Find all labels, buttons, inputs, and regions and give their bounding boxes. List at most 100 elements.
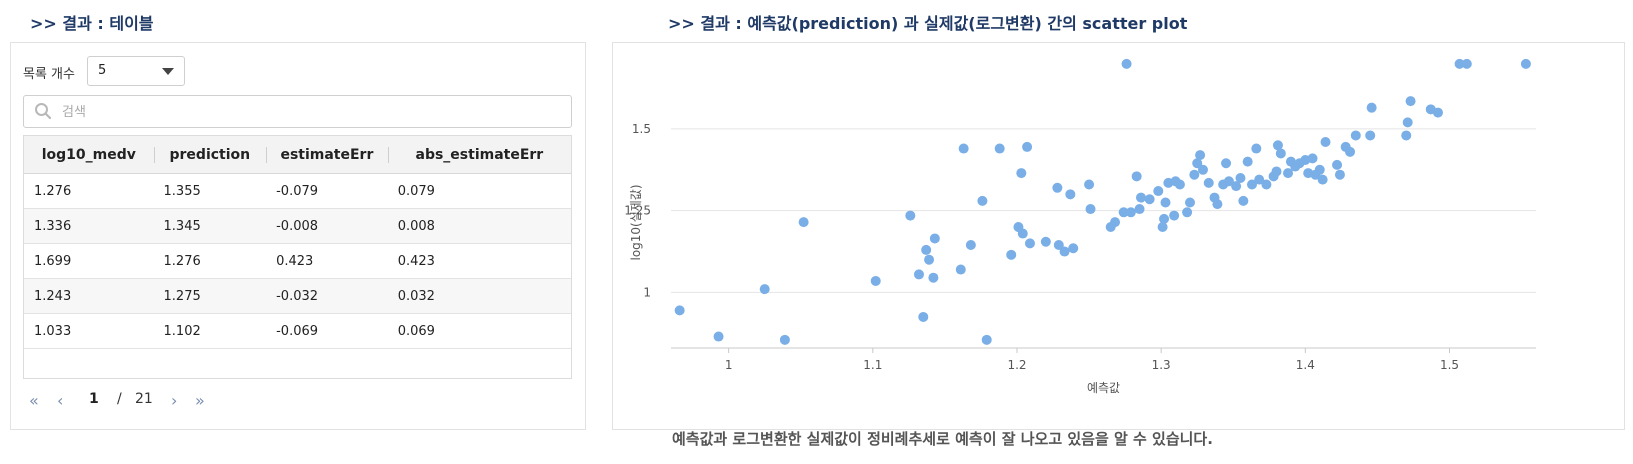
scatter-point[interactable] [1085,204,1096,215]
scatter-point[interactable] [1334,169,1345,180]
scatter-point[interactable] [1157,222,1168,233]
scatter-point[interactable] [1059,246,1070,257]
scatter-point[interactable] [1405,96,1416,107]
scatter-point[interactable] [674,305,685,316]
scatter-point[interactable] [1144,194,1155,205]
scatter-point[interactable] [1307,153,1318,164]
scatter-point[interactable] [958,143,969,154]
scatter-point[interactable] [1084,179,1095,190]
scatter-point[interactable] [1283,168,1294,179]
scatter-point[interactable] [1006,249,1017,260]
column-header-log10-medv[interactable]: log10_medv [24,136,154,174]
first-page-icon[interactable]: « [29,391,39,410]
scatter-point[interactable] [713,331,724,342]
scatter-point[interactable] [905,210,916,221]
scatter-point[interactable] [798,217,809,228]
scatter-point[interactable] [1317,174,1328,185]
scatter-point[interactable] [1212,199,1223,210]
scatter-point[interactable] [1182,207,1193,218]
scatter-point[interactable] [965,240,976,251]
scatter-point[interactable] [981,334,992,345]
scatter-point[interactable] [1231,181,1242,192]
scatter-point[interactable] [1024,238,1035,249]
scatter-point[interactable] [1261,179,1272,190]
scatter-point[interactable] [1052,182,1063,193]
scatter-point[interactable] [1314,164,1325,175]
scatter-point[interactable] [1065,189,1076,200]
scatter-point[interactable] [1235,172,1246,183]
scatter-point[interactable] [1320,137,1331,148]
scatter-point[interactable] [1159,213,1170,224]
table-row[interactable]: 1.699 1.276 0.423 0.423 [24,243,571,279]
scatter-point[interactable] [1022,141,1033,152]
scatter-point[interactable] [1350,130,1361,141]
scatter-point[interactable] [1432,107,1443,118]
next-page-icon[interactable]: › [171,391,178,410]
table-row[interactable]: 1.033 1.102 -0.069 0.069 [24,313,571,349]
scatter-point[interactable] [1223,176,1234,187]
scatter-point[interactable] [1251,143,1262,154]
scatter-point[interactable] [1271,166,1282,177]
scatter-point[interactable] [1160,197,1171,208]
scatter-point[interactable] [1401,130,1412,141]
scatter-point[interactable] [1016,168,1027,179]
scatter-point[interactable] [1366,102,1377,113]
scatter-point[interactable] [759,284,770,295]
current-page[interactable]: 1 [89,391,99,407]
scatter-point[interactable] [955,264,966,275]
scatter-point[interactable] [1169,210,1180,221]
scatter-point[interactable] [1135,192,1146,203]
search-input[interactable] [60,100,564,124]
scatter-point[interactable] [1238,195,1249,206]
scatter-point[interactable] [928,272,939,283]
scatter-point[interactable] [1118,207,1129,218]
scatter-point[interactable] [1197,164,1208,175]
scatter-point[interactable] [1254,174,1265,185]
scatter-point[interactable] [779,334,790,345]
column-header-prediction[interactable]: prediction [153,136,267,174]
scatter-point[interactable] [1345,146,1356,157]
column-header-estimate-err[interactable]: estimateErr [266,136,388,174]
scatter-point[interactable] [913,269,924,280]
scatter-point[interactable] [994,143,1005,154]
scatter-point[interactable] [1246,179,1257,190]
scatter-point[interactable] [1192,158,1203,169]
scatter-point[interactable] [1017,228,1028,239]
scatter-point[interactable] [921,244,932,255]
scatter-point[interactable] [1131,171,1142,182]
table-row[interactable]: 1.336 1.345 -0.008 0.008 [24,208,571,244]
scatter-point[interactable] [1332,159,1343,170]
last-page-icon[interactable]: » [195,391,205,410]
table-row[interactable]: 1.276 1.355 -0.079 0.079 [24,173,571,209]
scatter-point[interactable] [1121,58,1132,69]
scatter-point[interactable] [1242,156,1253,167]
scatter-point[interactable] [1185,197,1195,208]
scatter-point[interactable] [929,233,940,244]
table-row[interactable]: 1.243 1.275 -0.032 0.032 [24,278,571,314]
search-box[interactable] [23,95,572,128]
column-header-abs-estimate-err[interactable]: abs_estimateErr [387,136,571,174]
scatter-point[interactable] [1402,117,1413,128]
prev-page-icon[interactable]: ‹ [57,391,64,410]
scatter-point[interactable] [977,195,988,206]
scatter-point[interactable] [870,275,881,286]
scatter-point[interactable] [1461,58,1472,69]
scatter-point[interactable] [1174,179,1185,190]
scatter-point[interactable] [1068,243,1079,254]
scatter-point[interactable] [1365,130,1376,141]
scatter-point[interactable] [1134,204,1145,215]
scatter-point[interactable] [1203,177,1214,188]
scatter-point[interactable] [1272,140,1283,151]
scatter-point[interactable] [1053,240,1064,251]
scatter-point[interactable] [1195,150,1206,161]
scatter-point[interactable] [1040,236,1051,247]
scatter-point[interactable] [1520,58,1531,69]
scatter-point[interactable] [1189,169,1200,180]
scatter-point[interactable] [1454,58,1465,69]
scatter-point[interactable] [924,254,935,265]
scatter-point[interactable] [1275,148,1286,159]
scatter-point[interactable] [918,311,929,322]
scatter-point[interactable] [1221,158,1232,169]
scatter-point[interactable] [1153,186,1164,197]
page-size-select[interactable]: 5 [87,56,185,86]
